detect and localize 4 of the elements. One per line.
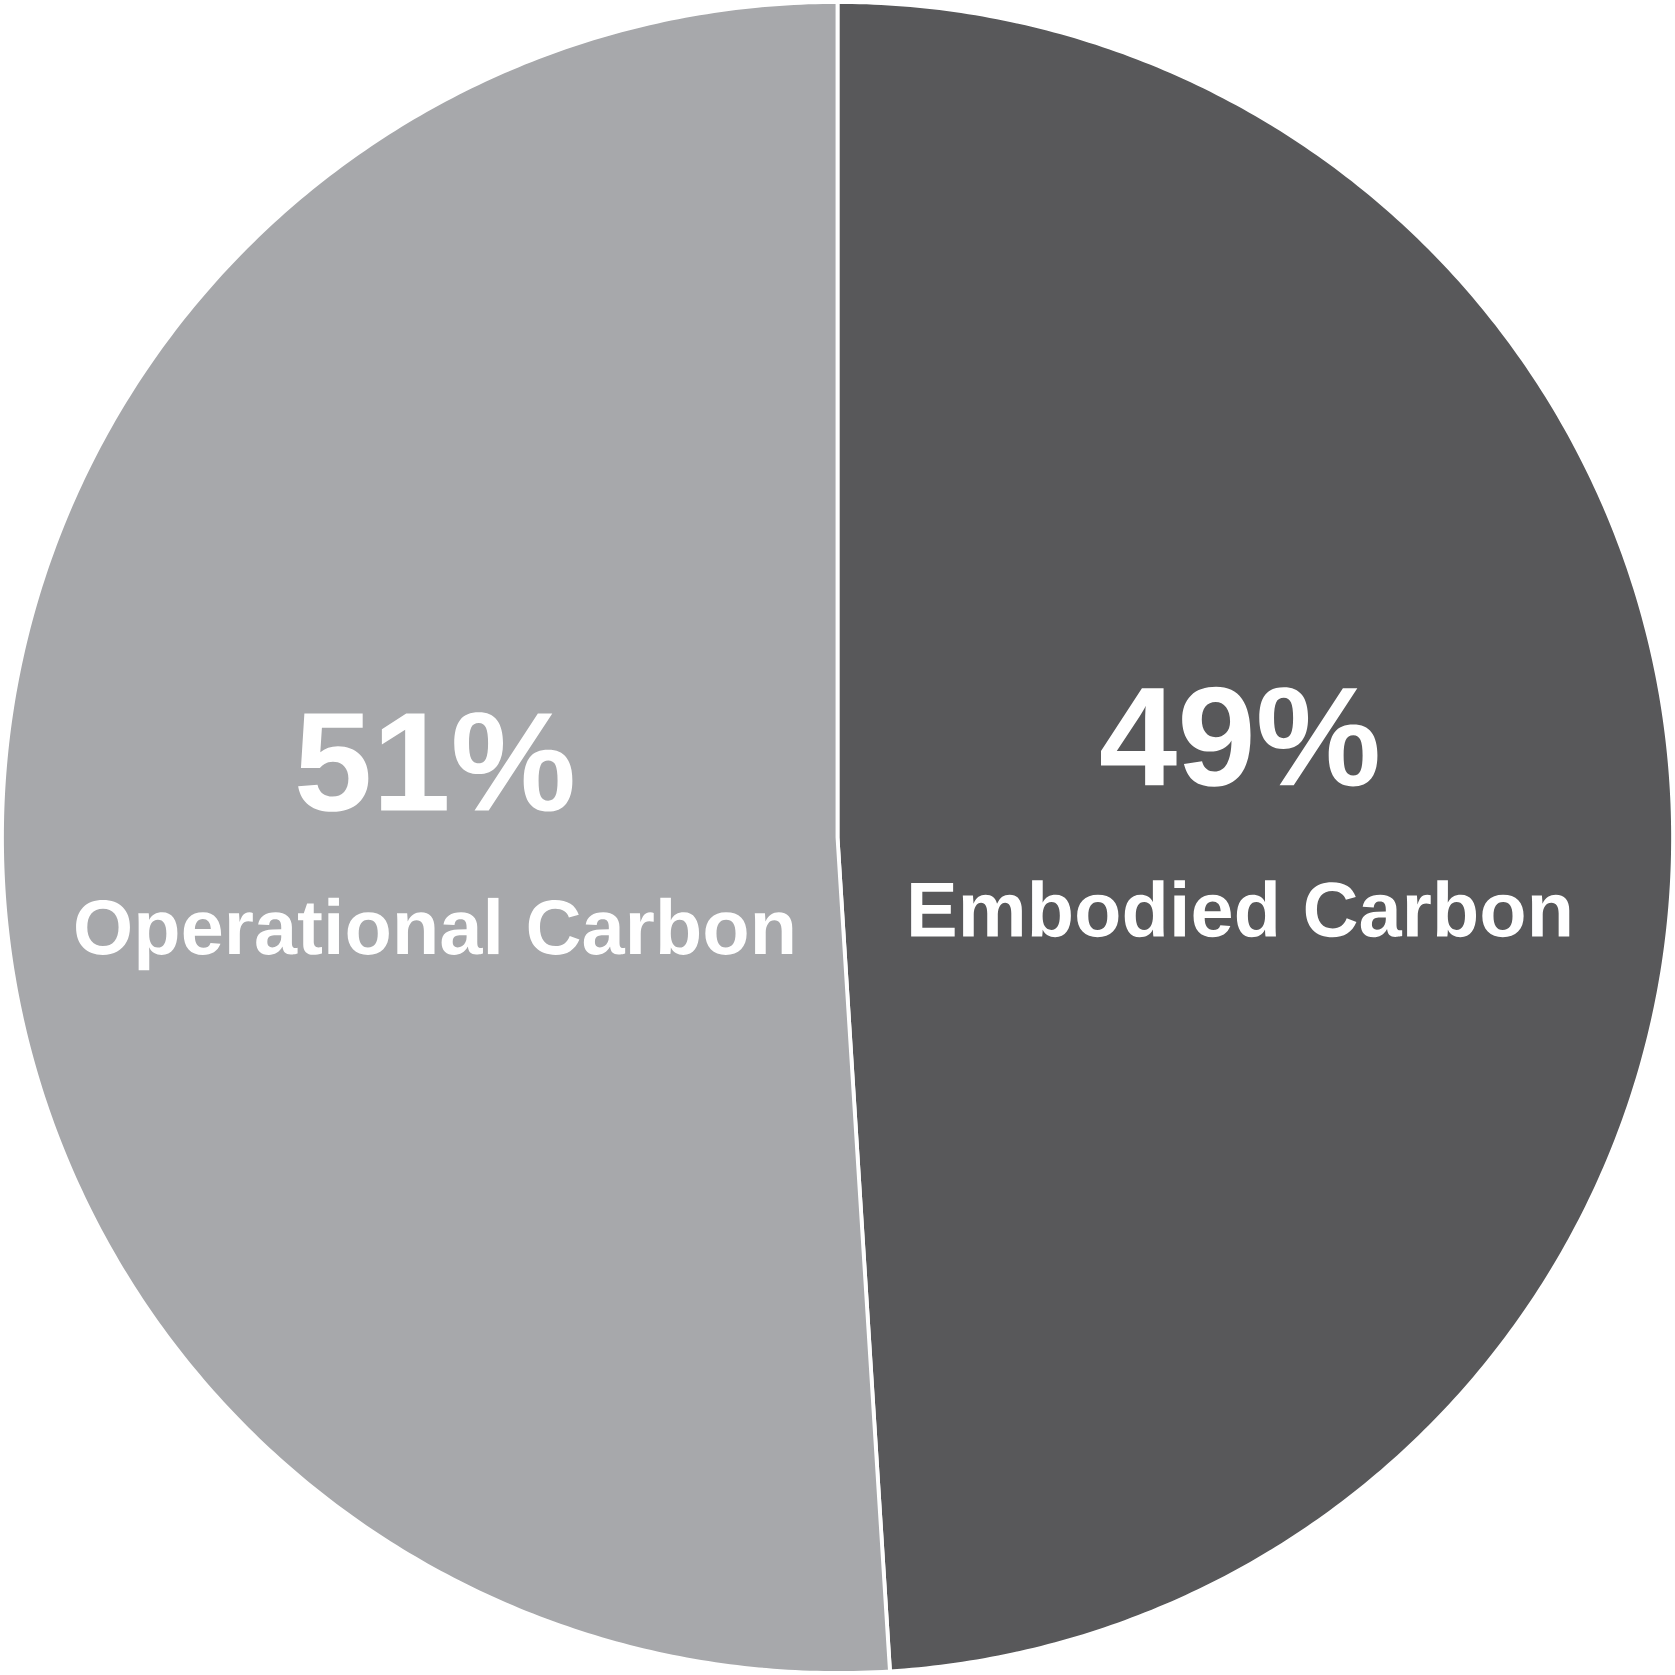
- slice-label: Operational Carbon: [76, 897, 793, 971]
- data-label: 51%: [298, 712, 573, 812]
- slice-label: Embodied Carbon: [911, 880, 1570, 938]
- data-label: 49%: [1101, 686, 1378, 787]
